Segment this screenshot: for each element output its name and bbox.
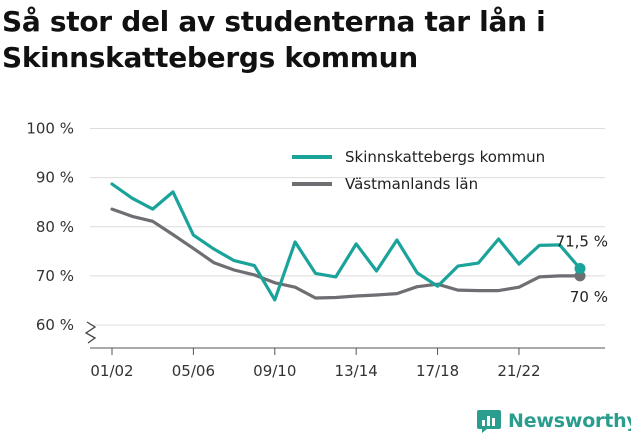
x-axis: [84, 321, 605, 349]
y-tick-label: 60 %: [36, 316, 74, 334]
y-tick-label: 90 %: [36, 169, 74, 187]
newsworthy-logo-icon: [477, 410, 501, 433]
grid-lines: [90, 128, 605, 326]
legend: Skinnskattebergs kommun Västmanlands län: [292, 148, 545, 193]
brand-name: Newsworthy: [508, 410, 631, 432]
y-tick-label: 70 %: [36, 267, 74, 285]
series-lines: [110, 182, 586, 302]
x-tick-label: 05/06: [172, 362, 215, 380]
end-labels: 71,5 % 70 %: [556, 233, 608, 306]
legend-label: Västmanlands län: [345, 175, 478, 193]
y-tick-labels: 60 % 70 % 80 % 90 % 100 %: [26, 120, 74, 335]
x-tick-label: 01/02: [90, 362, 133, 380]
series-line: [110, 182, 582, 302]
x-tick-labels: 01/02 05/06 09/10 13/14 17/18 21/22: [90, 348, 541, 380]
x-tick-label: 17/18: [416, 362, 459, 380]
y-tick-label: 100 %: [26, 120, 74, 138]
axis-break-icon: [84, 321, 97, 344]
x-tick-label: 13/14: [335, 362, 378, 380]
newsworthy-logo: Newsworthy: [476, 408, 631, 434]
series-line: [110, 207, 582, 300]
x-tick-label: 09/10: [253, 362, 296, 380]
x-tick-label: 21/22: [497, 362, 540, 380]
end-label: 70 %: [570, 288, 608, 306]
end-point: [574, 263, 586, 275]
y-tick-label: 80 %: [36, 218, 74, 236]
legend-label: Skinnskattebergs kommun: [345, 148, 545, 166]
chart-title: Så stor del av studenterna tar lån i Ski…: [2, 5, 546, 74]
end-label: 71,5 %: [556, 233, 608, 251]
